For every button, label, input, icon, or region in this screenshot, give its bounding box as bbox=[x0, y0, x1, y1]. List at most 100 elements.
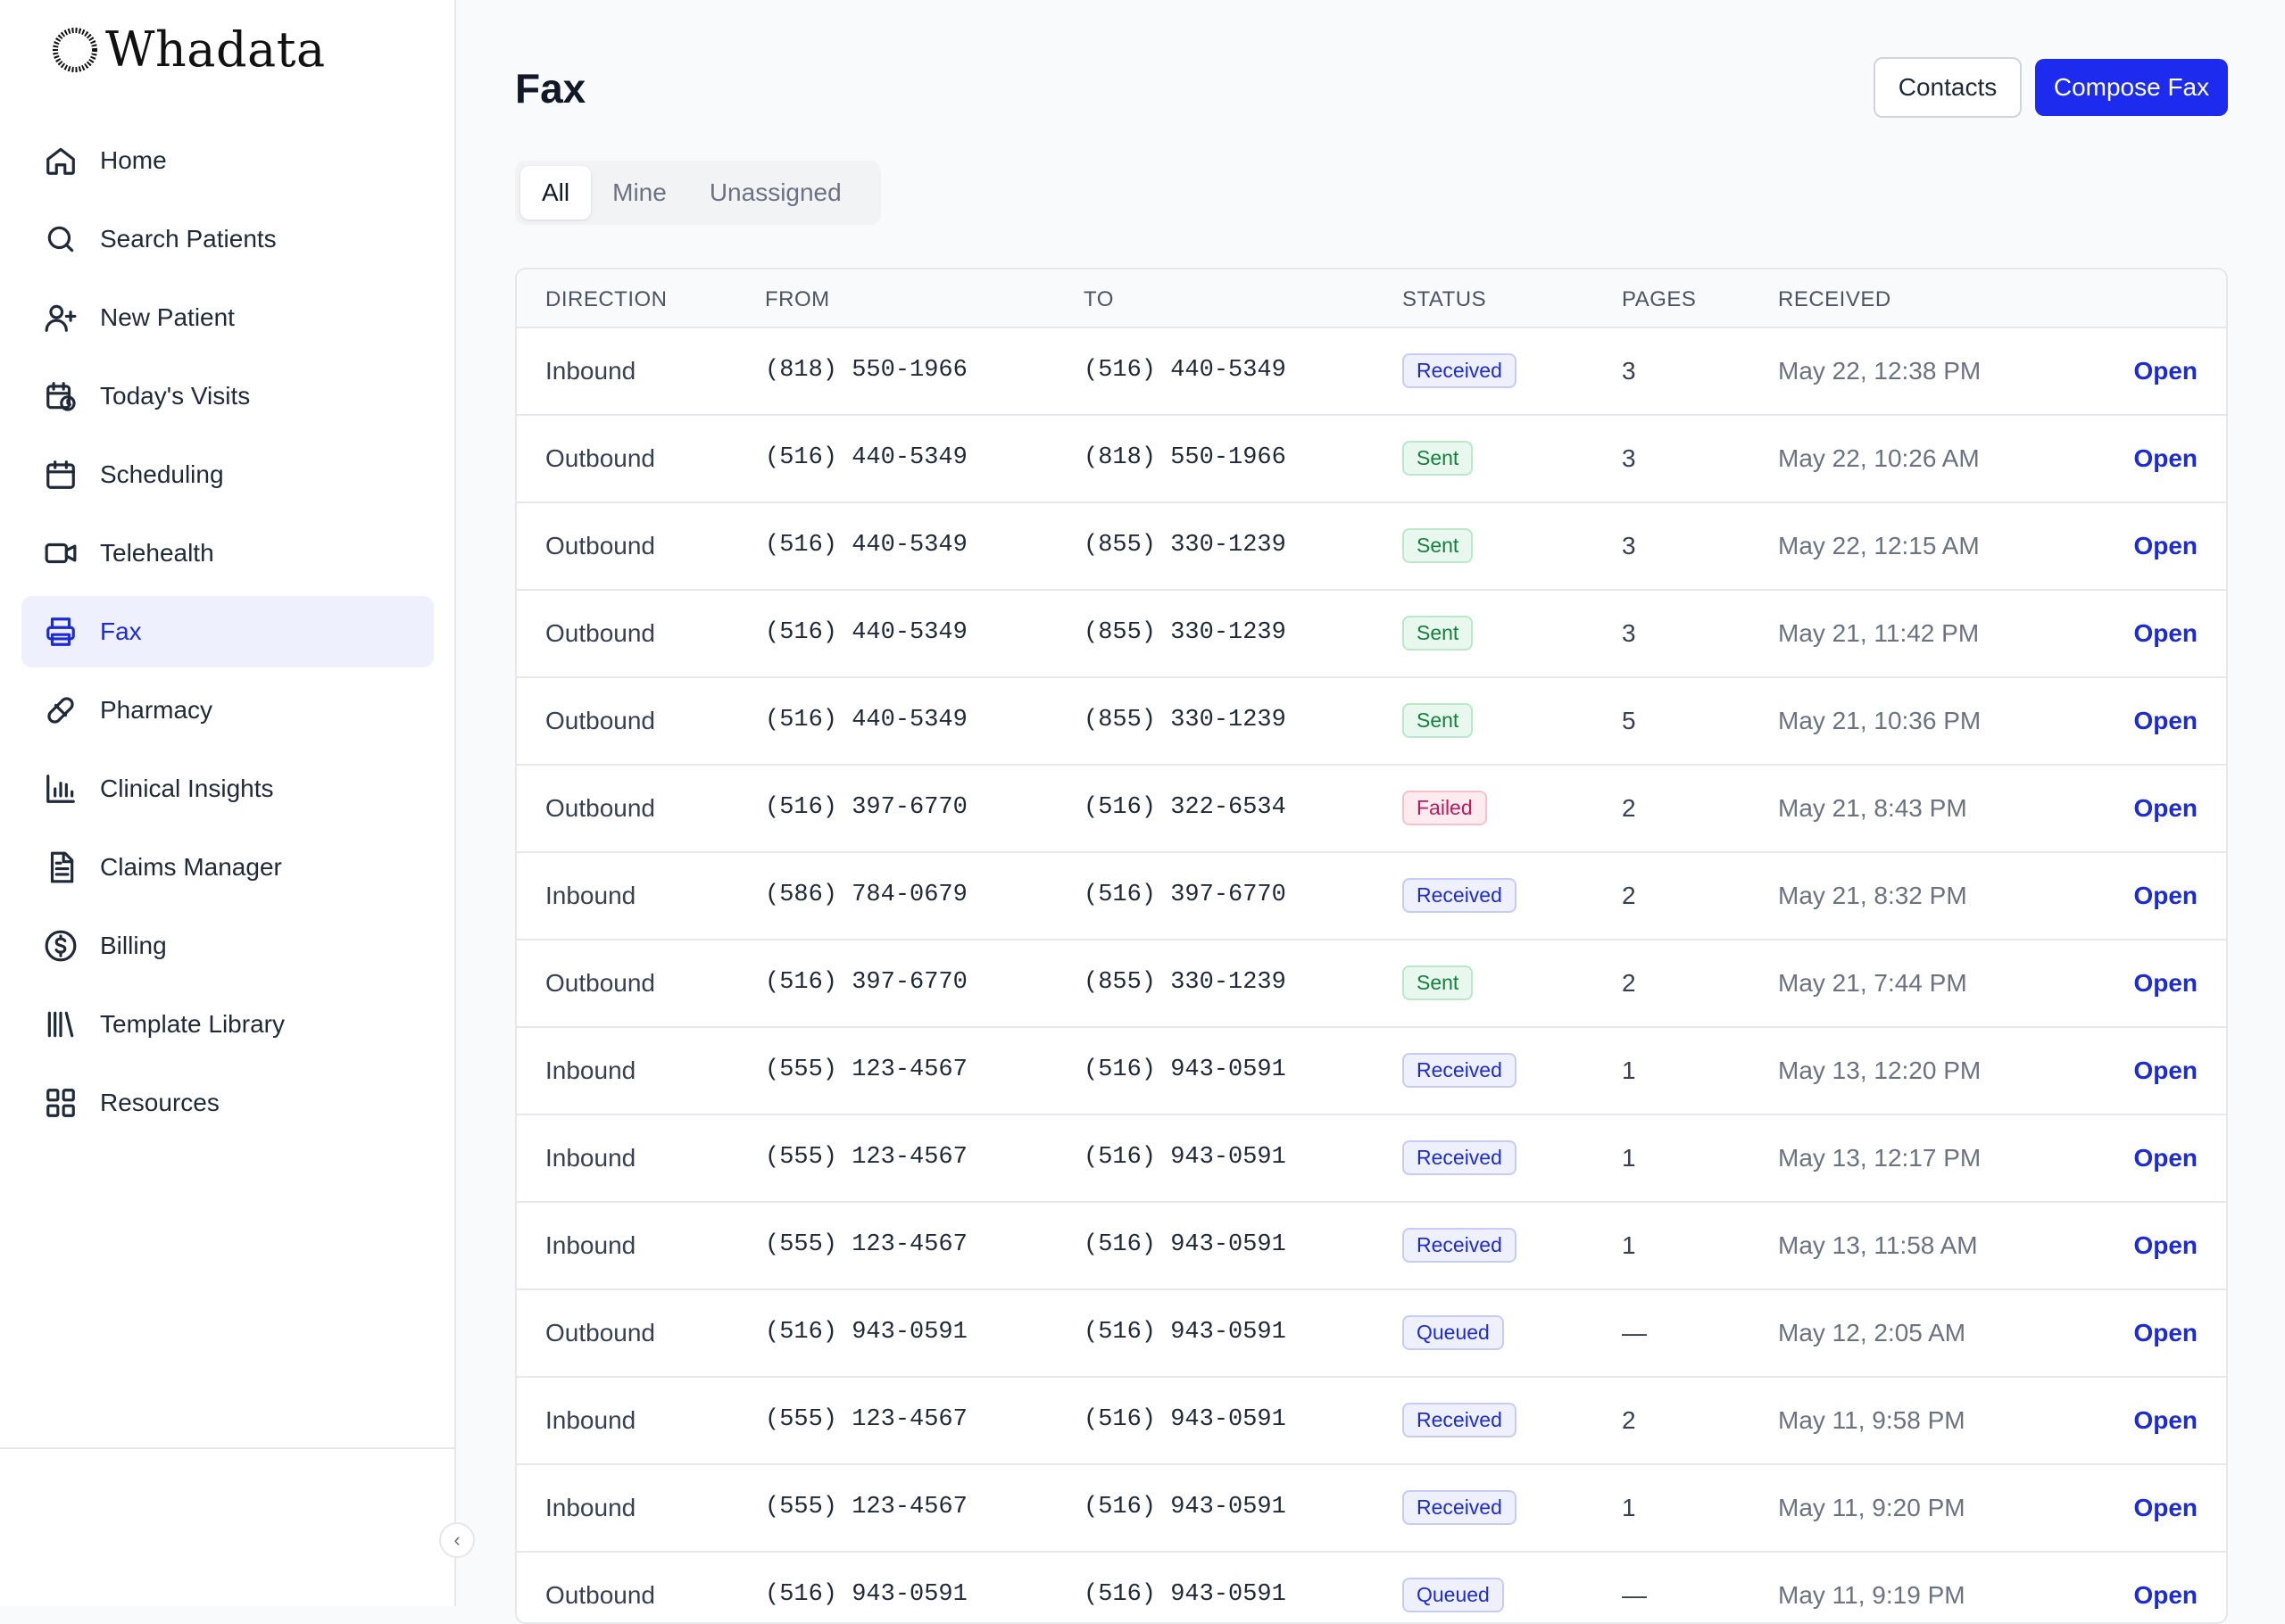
column-header-pages[interactable]: PAGES bbox=[1622, 287, 1697, 311]
table-row[interactable]: Outbound (516) 943-0591 (516) 943-0591 Queu… bbox=[517, 1290, 2226, 1378]
pages-cell: 2 bbox=[1622, 1406, 1636, 1434]
printer-icon bbox=[43, 614, 79, 650]
received-cell: May 21, 8:43 PM bbox=[1778, 794, 1967, 822]
open-link[interactable]: Open bbox=[2133, 1319, 2198, 1346]
table-row[interactable]: Inbound (555) 123-4567 (516) 943-0591 Recei… bbox=[517, 1115, 2226, 1203]
sidebar-item-label: Billing bbox=[100, 932, 167, 959]
to-number-cell: (855) 330-1239 bbox=[1084, 532, 1286, 559]
tab-unassigned[interactable]: Unassigned bbox=[709, 178, 842, 206]
received-cell: May 11, 9:20 PM bbox=[1778, 1494, 1965, 1521]
from-number-cell: (555) 123-4567 bbox=[765, 1231, 968, 1258]
open-link[interactable]: Open bbox=[2133, 882, 2198, 909]
open-link[interactable]: Open bbox=[2133, 357, 2198, 385]
sidebar-item-new-patient[interactable]: New Patient bbox=[21, 282, 434, 353]
open-link[interactable]: Open bbox=[2133, 532, 2198, 559]
direction-cell: Inbound bbox=[545, 1406, 636, 1434]
received-cell: May 22, 10:26 AM bbox=[1778, 444, 1980, 472]
table-row[interactable]: Outbound (516) 440-5349 (818) 550-1966 Sent… bbox=[517, 416, 2226, 503]
table-row[interactable]: Inbound (555) 123-4567 (516) 943-0591 Recei… bbox=[517, 1203, 2226, 1290]
sidebar-item-template-library[interactable]: Template Library bbox=[21, 989, 434, 1060]
open-link[interactable]: Open bbox=[2133, 1231, 2198, 1259]
status-badge: Received bbox=[1402, 1228, 1516, 1263]
table-row[interactable]: Outbound (516) 440-5349 (855) 330-1239 Sent… bbox=[517, 503, 2226, 591]
table-row[interactable]: Outbound (516) 397-6770 (855) 330-1239 Sent… bbox=[517, 940, 2226, 1028]
from-number-cell: (516) 440-5349 bbox=[765, 619, 968, 646]
status-cell: Sent bbox=[1402, 441, 1474, 476]
open-link[interactable]: Open bbox=[2133, 969, 2198, 997]
table-row[interactable]: Inbound (555) 123-4567 (516) 943-0591 Recei… bbox=[517, 1465, 2226, 1553]
open-link[interactable]: Open bbox=[2133, 1494, 2198, 1521]
open-link[interactable]: Open bbox=[2133, 1144, 2198, 1172]
column-header-status[interactable]: STATUS bbox=[1402, 287, 1487, 311]
sidebar-item-today-s-visits[interactable]: Today's Visits bbox=[21, 360, 434, 432]
open-link[interactable]: Open bbox=[2133, 1056, 2198, 1084]
table-row[interactable]: Outbound (516) 440-5349 (855) 330-1239 Sent… bbox=[517, 678, 2226, 766]
logo[interactable]: Whadata bbox=[50, 21, 326, 78]
status-badge: Received bbox=[1402, 1053, 1516, 1088]
sidebar-item-clinical-insights[interactable]: Clinical Insights bbox=[21, 753, 434, 824]
compose-fax-button[interactable]: Compose Fax bbox=[2035, 59, 2228, 116]
pages-cell: — bbox=[1622, 1581, 1647, 1609]
pages-cell: 3 bbox=[1622, 444, 1636, 472]
open-link[interactable]: Open bbox=[2133, 619, 2198, 647]
sidebar-item-search-patients[interactable]: Search Patients bbox=[21, 203, 434, 275]
from-number-cell: (516) 440-5349 bbox=[765, 532, 968, 559]
open-link[interactable]: Open bbox=[2133, 707, 2198, 734]
to-number-cell: (516) 943-0591 bbox=[1084, 1494, 1286, 1520]
table-row[interactable]: Outbound (516) 397-6770 (516) 322-6534 Fail… bbox=[517, 766, 2226, 853]
document-icon bbox=[43, 849, 79, 885]
received-cell: May 13, 11:58 AM bbox=[1778, 1231, 1978, 1259]
status-badge: Failed bbox=[1402, 791, 1487, 825]
sidebar-item-home[interactable]: Home bbox=[21, 125, 434, 196]
sidebar-item-claims-manager[interactable]: Claims Manager bbox=[21, 832, 434, 903]
received-cell: May 21, 11:42 PM bbox=[1778, 619, 1980, 647]
sidebar-item-pharmacy[interactable]: Pharmacy bbox=[21, 675, 434, 746]
direction-cell: Outbound bbox=[545, 1319, 655, 1346]
direction-cell: Outbound bbox=[545, 444, 655, 472]
from-number-cell: (516) 397-6770 bbox=[765, 794, 968, 821]
table-row[interactable]: Outbound (516) 943-0591 (516) 943-0591 Queu… bbox=[517, 1553, 2226, 1622]
main-content: Fax Contacts Compose Fax All Mine Unassign… bbox=[456, 0, 2285, 1624]
table-row[interactable]: Outbound (516) 440-5349 (855) 330-1239 Sent… bbox=[517, 591, 2226, 678]
open-link[interactable]: Open bbox=[2133, 794, 2198, 822]
received-cell: May 21, 10:36 PM bbox=[1778, 707, 1982, 734]
column-header-direction[interactable]: DIRECTION bbox=[545, 287, 668, 311]
to-number-cell: (516) 943-0591 bbox=[1084, 1231, 1286, 1258]
sidebar-item-label: Pharmacy bbox=[100, 696, 213, 724]
calendar-clock-icon bbox=[43, 378, 79, 414]
bar-chart-icon bbox=[43, 771, 79, 807]
sidebar-item-label: Home bbox=[100, 146, 167, 174]
to-number-cell: (516) 440-5349 bbox=[1084, 357, 1286, 384]
collapse-sidebar-button[interactable]: ‹ bbox=[439, 1522, 475, 1558]
sidebar-divider bbox=[0, 1447, 456, 1449]
status-badge: Received bbox=[1402, 1490, 1516, 1525]
status-badge: Sent bbox=[1402, 703, 1474, 738]
sidebar-item-telehealth[interactable]: Telehealth bbox=[21, 518, 434, 589]
table-row[interactable]: Inbound (555) 123-4567 (516) 943-0591 Recei… bbox=[517, 1028, 2226, 1115]
table-row[interactable]: Inbound (586) 784-0679 (516) 397-6770 Recei… bbox=[517, 853, 2226, 940]
received-cell: May 11, 9:19 PM bbox=[1778, 1581, 1965, 1609]
status-cell: Received bbox=[1402, 1140, 1516, 1175]
received-cell: May 22, 12:15 AM bbox=[1778, 532, 1980, 559]
sidebar-item-resources[interactable]: Resources bbox=[21, 1067, 434, 1139]
received-cell: May 21, 8:32 PM bbox=[1778, 882, 1967, 909]
tab-mine[interactable]: Mine bbox=[612, 178, 667, 206]
sidebar-item-billing[interactable]: Billing bbox=[21, 910, 434, 982]
table-row[interactable]: Inbound (555) 123-4567 (516) 943-0591 Recei… bbox=[517, 1378, 2226, 1465]
dollar-icon bbox=[43, 928, 79, 964]
sidebar-item-fax[interactable]: Fax bbox=[21, 596, 434, 667]
contacts-button[interactable]: Contacts bbox=[1874, 57, 2022, 118]
to-number-cell: (516) 943-0591 bbox=[1084, 1056, 1286, 1083]
open-link[interactable]: Open bbox=[2133, 1406, 2198, 1434]
status-badge: Sent bbox=[1402, 441, 1474, 476]
column-header-from[interactable]: FROM bbox=[765, 287, 830, 311]
status-cell: Sent bbox=[1402, 616, 1474, 650]
status-badge: Received bbox=[1402, 353, 1516, 388]
sidebar-item-scheduling[interactable]: Scheduling bbox=[21, 439, 434, 510]
column-header-received[interactable]: RECEIVED bbox=[1778, 287, 1891, 311]
open-link[interactable]: Open bbox=[2133, 444, 2198, 472]
open-link[interactable]: Open bbox=[2133, 1581, 2198, 1609]
table-row[interactable]: Inbound (818) 550-1966 (516) 440-5349 Recei… bbox=[517, 328, 2226, 416]
column-header-to[interactable]: TO bbox=[1084, 287, 1114, 311]
tab-all[interactable]: All bbox=[520, 166, 592, 220]
